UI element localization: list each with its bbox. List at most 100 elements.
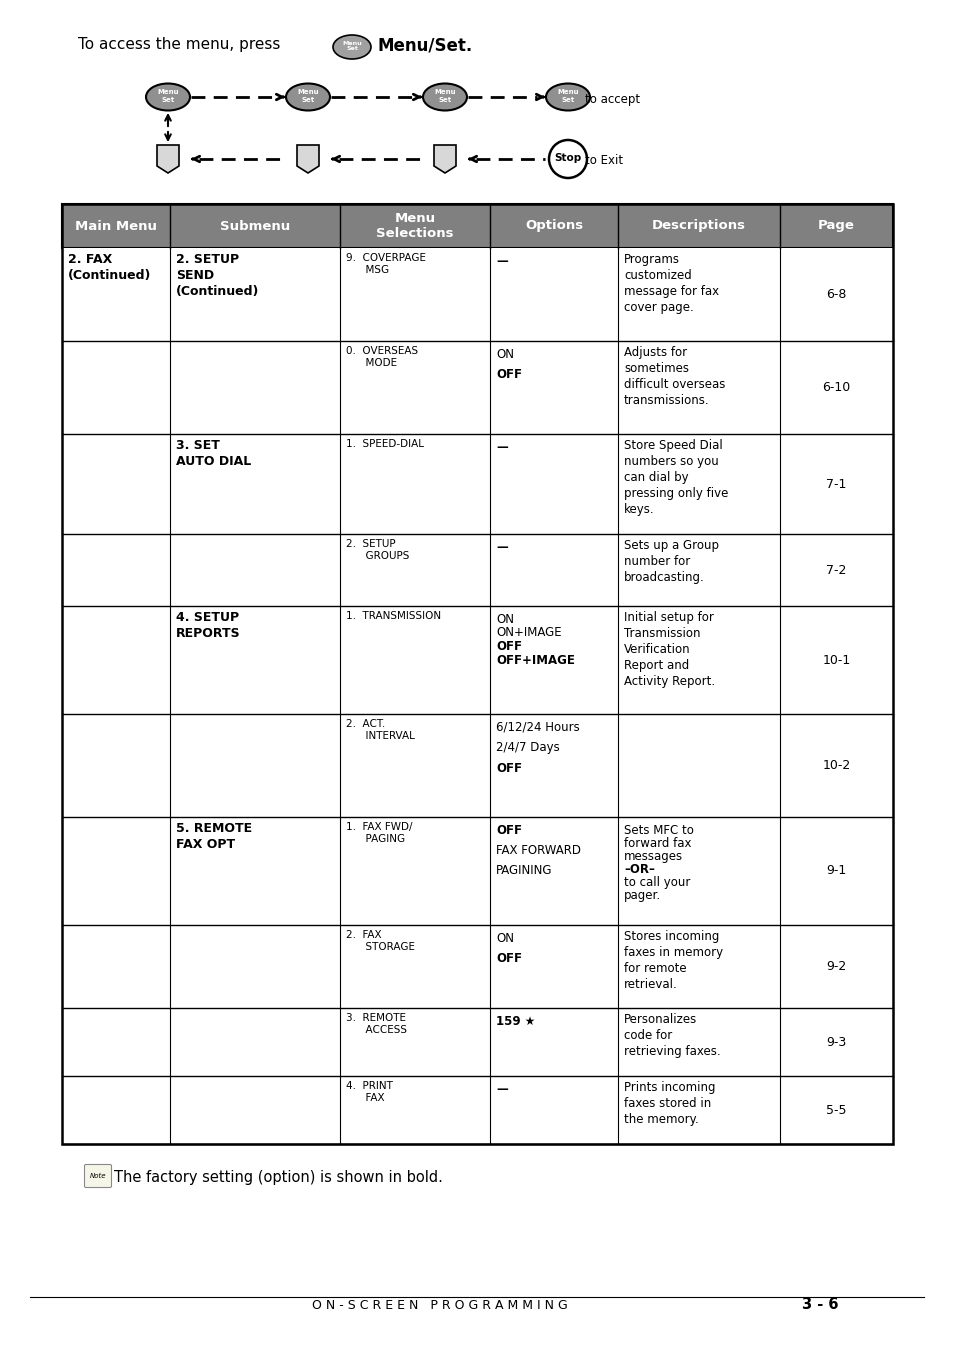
Text: Prints incoming
faxes stored in
the memory.: Prints incoming faxes stored in the memo… [623, 1082, 715, 1126]
Text: 7-1: 7-1 [825, 477, 846, 491]
Text: Store Speed Dial
numbers so you
can dial by
pressing only five
keys.: Store Speed Dial numbers so you can dial… [623, 439, 727, 516]
Text: 159 ★: 159 ★ [496, 1015, 535, 1028]
Text: 3.  REMOTE
      ACCESS: 3. REMOTE ACCESS [346, 1013, 407, 1036]
Text: Stop: Stop [554, 153, 581, 164]
Text: OFF: OFF [496, 952, 521, 965]
Text: Main Menu: Main Menu [75, 219, 157, 233]
Text: forward fax: forward fax [623, 837, 691, 850]
Text: Menu/Set.: Menu/Set. [377, 37, 473, 55]
Text: 2. FAX
(Continued): 2. FAX (Continued) [68, 253, 152, 283]
Text: 3 - 6: 3 - 6 [801, 1297, 838, 1311]
Text: 4. SETUP
REPORTS: 4. SETUP REPORTS [175, 611, 240, 639]
Text: Adjusts for
sometimes
difficult overseas
transmissions.: Adjusts for sometimes difficult overseas… [623, 346, 724, 407]
Circle shape [548, 141, 586, 178]
Text: 7-2: 7-2 [825, 564, 846, 576]
Ellipse shape [146, 84, 190, 111]
Text: Submenu: Submenu [219, 219, 290, 233]
Text: ON: ON [496, 612, 514, 626]
Bar [62, 925, 892, 1009]
Text: 0.  OVERSEAS
      MODE: 0. OVERSEAS MODE [346, 346, 417, 368]
Text: Menu
Selections: Menu Selections [375, 212, 454, 241]
Ellipse shape [545, 84, 589, 111]
Bar [62, 714, 892, 817]
Bar [62, 247, 892, 341]
Text: messages: messages [623, 850, 682, 863]
Bar [62, 534, 892, 606]
Text: 6-10: 6-10 [821, 381, 850, 393]
Text: OFF+IMAGE: OFF+IMAGE [496, 653, 575, 667]
Text: Options: Options [524, 219, 582, 233]
Text: ON+IMAGE: ON+IMAGE [496, 626, 561, 639]
Text: Stores incoming
faxes in memory
for remote
retrieval.: Stores incoming faxes in memory for remo… [623, 930, 722, 991]
Text: Menu
Set: Menu Set [297, 89, 318, 103]
Text: 4.  PRINT
      FAX: 4. PRINT FAX [346, 1082, 393, 1103]
Text: Descriptions: Descriptions [651, 219, 745, 233]
Bar [62, 204, 892, 1144]
Bar [62, 1076, 892, 1144]
Text: Note: Note [90, 1174, 106, 1179]
Text: 10-2: 10-2 [821, 758, 850, 772]
Ellipse shape [286, 84, 330, 111]
Bar [62, 204, 892, 247]
Text: O N - S C R E E N   P R O G R A M M I N G: O N - S C R E E N P R O G R A M M I N G [312, 1299, 567, 1311]
Bar [62, 1009, 892, 1076]
Text: 2. SETUP
SEND
(Continued): 2. SETUP SEND (Continued) [175, 253, 259, 297]
Text: OFF: OFF [496, 823, 521, 837]
Text: To access the menu, press: To access the menu, press [78, 37, 280, 51]
Text: to Exit: to Exit [584, 154, 622, 168]
Text: 1.  FAX FWD/
      PAGING: 1. FAX FWD/ PAGING [346, 822, 412, 845]
Text: 2.  ACT.
      INTERVAL: 2. ACT. INTERVAL [346, 719, 415, 741]
Text: 9.  COVERPAGE
      MSG: 9. COVERPAGE MSG [346, 253, 426, 276]
Text: 3. SET
AUTO DIAL: 3. SET AUTO DIAL [175, 439, 251, 468]
Text: Menu
Set: Menu Set [557, 89, 578, 103]
Text: —: — [496, 256, 507, 268]
FancyBboxPatch shape [85, 1164, 112, 1187]
Text: Personalizes
code for
retrieving faxes.: Personalizes code for retrieving faxes. [623, 1013, 720, 1059]
Text: to call your: to call your [623, 876, 690, 890]
Text: Sets up a Group
number for
broadcasting.: Sets up a Group number for broadcasting. [623, 539, 719, 584]
Text: 1.  SPEED-DIAL: 1. SPEED-DIAL [346, 439, 423, 449]
Bar [62, 606, 892, 714]
Text: Menu
Set: Menu Set [434, 89, 456, 103]
Text: Menu
Set: Menu Set [157, 89, 178, 103]
Text: 5. REMOTE
FAX OPT: 5. REMOTE FAX OPT [175, 822, 252, 850]
Text: 5-5: 5-5 [825, 1103, 846, 1117]
Text: 1.  TRANSMISSION: 1. TRANSMISSION [346, 611, 440, 621]
Text: ON: ON [496, 347, 514, 361]
Text: Programs
customized
message for fax
cover page.: Programs customized message for fax cove… [623, 253, 719, 314]
Text: OFF: OFF [496, 639, 521, 653]
Text: OFF: OFF [496, 368, 521, 381]
Text: 2/4/7 Days: 2/4/7 Days [496, 741, 559, 754]
Text: —: — [496, 541, 507, 554]
Text: 9-1: 9-1 [825, 864, 845, 877]
Text: PAGINING: PAGINING [496, 864, 552, 877]
Text: 6-8: 6-8 [825, 288, 846, 301]
Polygon shape [296, 145, 318, 173]
Text: —: — [496, 1083, 507, 1096]
Text: pager.: pager. [623, 890, 660, 902]
Text: The factory setting (option) is shown in bold.: The factory setting (option) is shown in… [113, 1169, 442, 1184]
Polygon shape [157, 145, 179, 173]
Bar [62, 817, 892, 925]
Ellipse shape [333, 35, 371, 59]
Text: 10-1: 10-1 [821, 653, 850, 667]
Text: ON: ON [496, 932, 514, 945]
Bar [62, 434, 892, 534]
Text: 2.  SETUP
      GROUPS: 2. SETUP GROUPS [346, 539, 409, 561]
Text: Page: Page [818, 219, 854, 233]
Text: OFF: OFF [496, 761, 521, 775]
Text: —: — [496, 441, 507, 454]
Text: –OR–: –OR– [623, 863, 654, 876]
Ellipse shape [422, 84, 467, 111]
Text: FAX FORWARD: FAX FORWARD [496, 844, 580, 857]
Text: to accept: to accept [584, 92, 639, 105]
Text: Sets MFC to: Sets MFC to [623, 823, 693, 837]
Polygon shape [434, 145, 456, 173]
Text: Initial setup for
Transmission
Verification
Report and
Activity Report.: Initial setup for Transmission Verificat… [623, 611, 715, 688]
Bar [62, 341, 892, 434]
Text: 9-3: 9-3 [825, 1036, 845, 1049]
Text: 9-2: 9-2 [825, 960, 845, 973]
Text: 2.  FAX
      STORAGE: 2. FAX STORAGE [346, 930, 415, 952]
Text: Menu
Set: Menu Set [342, 41, 361, 51]
Text: 6/12/24 Hours: 6/12/24 Hours [496, 721, 579, 734]
